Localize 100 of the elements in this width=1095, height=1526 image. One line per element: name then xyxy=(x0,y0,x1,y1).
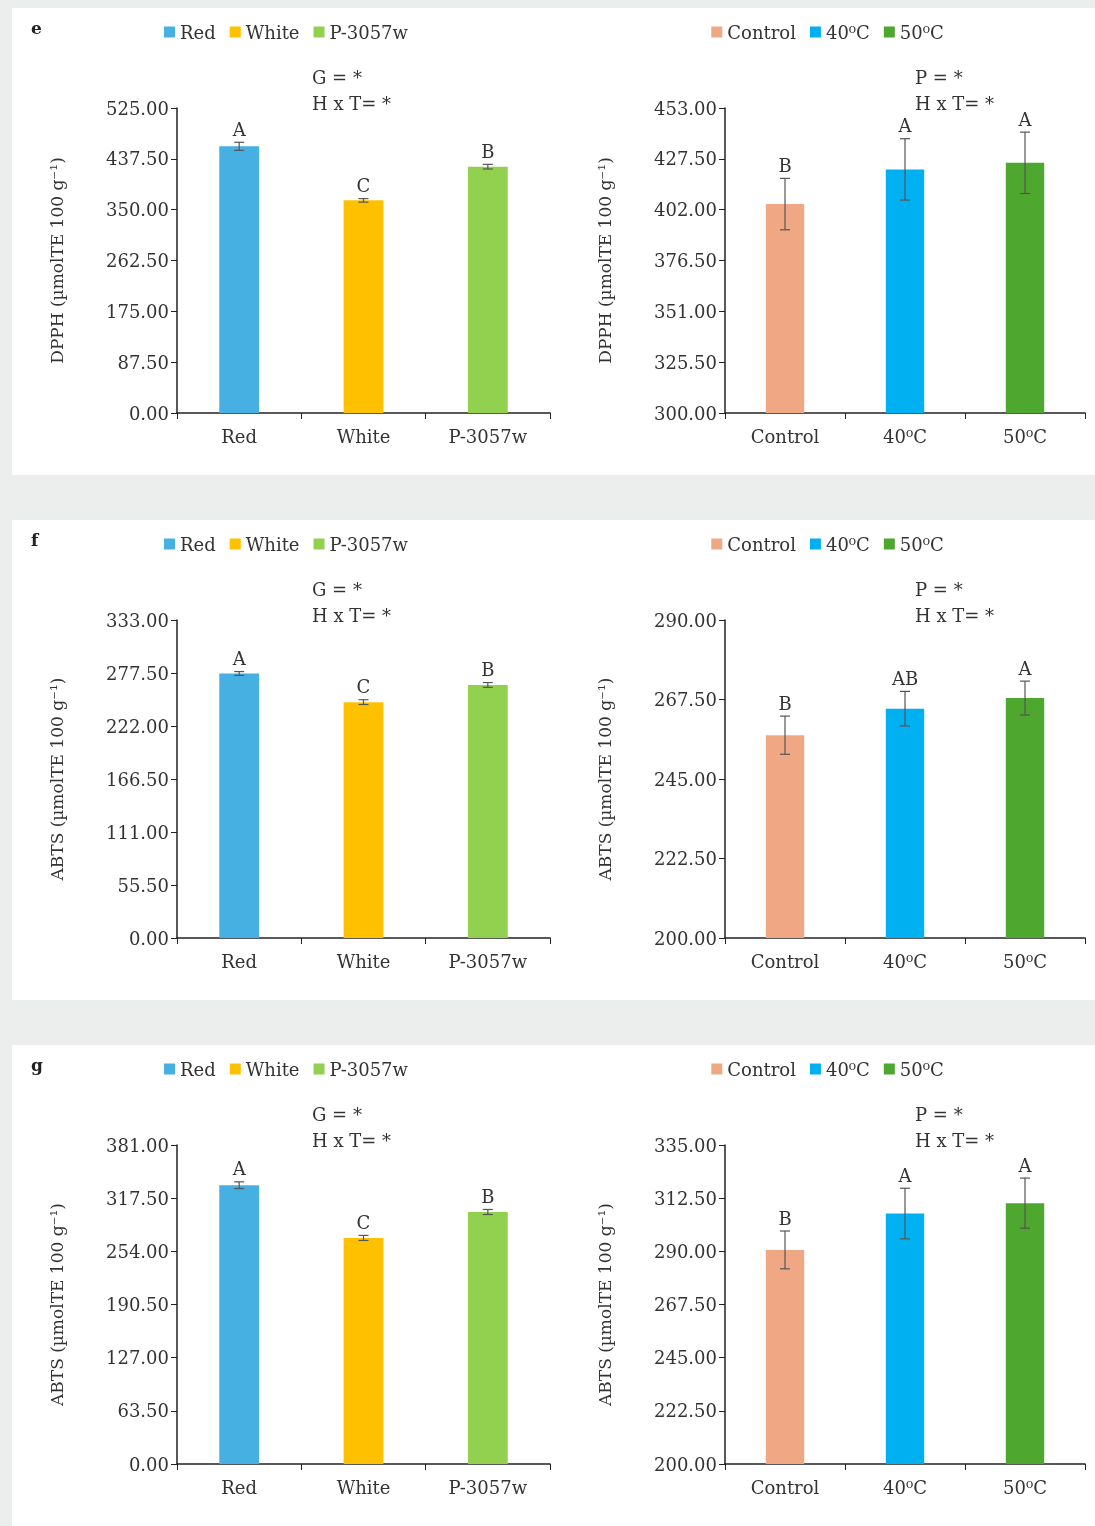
legend-label: 50⁰C xyxy=(899,21,944,43)
y-tick-label: 222.00 xyxy=(106,715,169,737)
x-tick-label: 50⁰C xyxy=(1003,1476,1047,1498)
legend-label: Control xyxy=(727,21,797,43)
x-tick-label: P-3057w xyxy=(448,1476,528,1498)
annotation: C xyxy=(356,175,371,197)
text: G = * xyxy=(312,1103,362,1125)
legend-label: Red xyxy=(180,1058,216,1080)
annotation: H x T= * xyxy=(915,1129,995,1151)
legend-label: White xyxy=(245,1058,300,1080)
x-tick-label: Red xyxy=(221,425,258,447)
legend-label: Red xyxy=(180,21,216,43)
x-tick-label: Red xyxy=(221,1476,258,1498)
x-tick-label: 50⁰C xyxy=(1003,425,1047,447)
annotation: H x T= * xyxy=(312,1129,392,1151)
x-tick-label: White xyxy=(336,425,391,447)
annotation: AB xyxy=(890,667,919,689)
y-tick-label: 277.50 xyxy=(106,662,169,684)
x-tick-label: Control xyxy=(750,950,820,972)
annotation: A xyxy=(231,118,247,140)
annotation: B xyxy=(778,692,792,714)
y-tick-label: 190.50 xyxy=(106,1294,169,1315)
y-tick-label: 335.00 xyxy=(654,1134,717,1156)
legend-label: 40⁰C xyxy=(825,533,870,555)
annotation: A xyxy=(897,1164,913,1186)
y-axis-title: ABTS (µmolTE 100 g⁻¹) xyxy=(46,677,67,882)
y-tick-label: 245.00 xyxy=(654,1347,717,1369)
annotation: A xyxy=(897,115,913,137)
y-tick-label: 351.00 xyxy=(654,300,717,322)
y-tick-label: 200.00 xyxy=(654,1453,717,1475)
legend-label: White xyxy=(245,21,300,43)
x-tick-label: 40⁰C xyxy=(883,950,927,972)
annotation: B xyxy=(778,154,792,176)
y-tick-label: 381.00 xyxy=(106,1134,169,1156)
y-tick-label: 267.50 xyxy=(654,689,717,710)
y-tick-label: 267.50 xyxy=(654,1294,717,1315)
x-tick-label: White xyxy=(336,1476,391,1498)
y-tick-label: 402.00 xyxy=(654,199,717,221)
y-tick-label: 0.00 xyxy=(128,402,169,424)
x-tick-label: Control xyxy=(750,1476,820,1498)
y-tick-label: 254.00 xyxy=(106,1240,169,1262)
legend-label: P-3057w xyxy=(329,21,409,43)
annotation: B xyxy=(481,659,495,681)
annotation: A xyxy=(231,648,247,670)
y-tick-label: 63.50 xyxy=(117,1400,169,1422)
annotation: A xyxy=(1017,1154,1033,1176)
y-tick-label: 127.00 xyxy=(106,1347,169,1369)
text: G = * xyxy=(312,578,362,600)
annotation: B xyxy=(481,140,495,162)
x-tick-label: Red xyxy=(221,950,258,972)
annotation: H x T= * xyxy=(915,92,995,114)
annotation: C xyxy=(356,676,371,698)
annotation: H x T= * xyxy=(915,604,995,626)
y-tick-label: 437.50 xyxy=(106,148,169,170)
text: f xyxy=(31,529,40,550)
annotation: A xyxy=(231,1158,247,1180)
y-tick-label: 111.00 xyxy=(106,821,169,843)
y-tick-label: 325.50 xyxy=(654,351,717,373)
annotation: B xyxy=(481,1185,495,1207)
legend-label: P-3057w xyxy=(329,1058,409,1080)
annotation: C xyxy=(356,1211,371,1233)
y-tick-label: 200.00 xyxy=(654,927,717,949)
x-tick-label: 40⁰C xyxy=(883,1476,927,1498)
legend-label: 40⁰C xyxy=(825,1058,870,1080)
legend-label: White xyxy=(245,533,300,555)
y-tick-label: 300.00 xyxy=(654,402,717,424)
text: P = * xyxy=(915,66,963,88)
y-tick-label: 87.50 xyxy=(117,351,169,373)
y-tick-label: 222.50 xyxy=(654,848,717,869)
y-tick-label: 0.00 xyxy=(128,1453,169,1475)
y-axis-title: ABTS (µmolTE 100 g⁻¹) xyxy=(46,1203,67,1407)
text: e xyxy=(31,17,42,38)
x-tick-label: P-3057w xyxy=(448,950,528,972)
y-tick-label: 166.50 xyxy=(106,768,169,790)
y-axis-title: ABTS (µmolTE 100 g⁻¹) xyxy=(594,677,615,882)
y-tick-label: 312.50 xyxy=(654,1187,717,1209)
y-tick-label: 350.00 xyxy=(106,199,169,221)
y-tick-label: 290.00 xyxy=(654,609,717,631)
y-axis-title: DPPH (µmolTE 100 g⁻¹) xyxy=(594,157,615,364)
y-tick-label: 55.50 xyxy=(117,874,169,896)
legend-label: Control xyxy=(727,1058,797,1080)
x-tick-label: 50⁰C xyxy=(1003,950,1047,972)
y-tick-label: 175.00 xyxy=(106,300,169,322)
text: g xyxy=(31,1054,43,1075)
text: P = * xyxy=(915,578,963,600)
y-axis-title: DPPH (µmolTE 100 g⁻¹) xyxy=(46,157,67,364)
y-tick-label: 453.00 xyxy=(654,97,717,119)
x-tick-label: White xyxy=(336,950,391,972)
legend-label: Control xyxy=(727,533,797,555)
y-tick-label: 525.00 xyxy=(106,97,169,119)
text: P = * xyxy=(915,1103,963,1125)
y-tick-label: 317.50 xyxy=(106,1187,169,1209)
y-tick-label: 427.50 xyxy=(654,148,717,170)
y-tick-label: 333.00 xyxy=(106,609,169,631)
annotation: H x T= * xyxy=(312,604,392,626)
legend-label: 40⁰C xyxy=(825,21,870,43)
text: G = * xyxy=(312,66,362,88)
y-tick-label: 245.00 xyxy=(654,768,717,790)
annotation: A xyxy=(1017,657,1033,679)
y-tick-label: 376.50 xyxy=(654,250,717,271)
